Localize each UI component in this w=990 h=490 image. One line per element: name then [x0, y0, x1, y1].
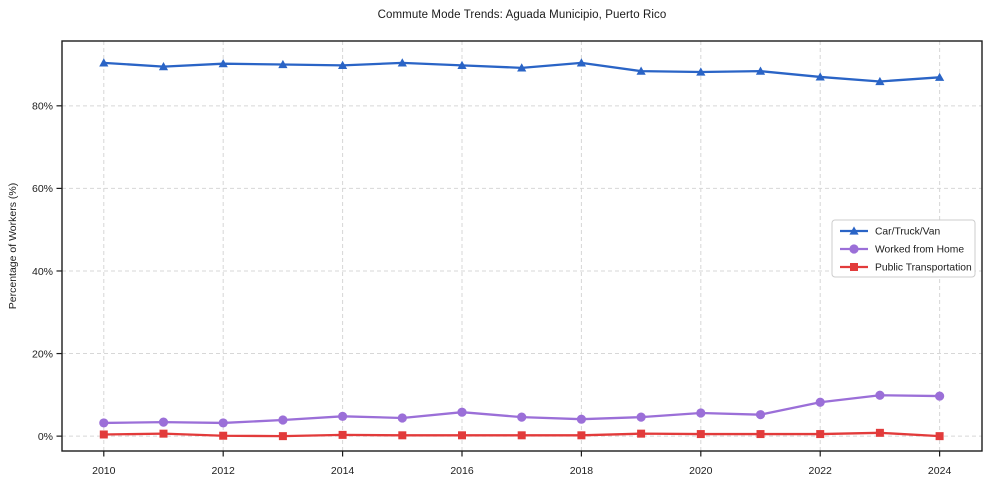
- data-point-marker: [218, 418, 228, 428]
- data-point-marker: [457, 60, 467, 69]
- data-point-marker: [278, 415, 288, 425]
- legend-marker: [849, 244, 859, 254]
- data-point-marker: [755, 66, 766, 75]
- data-point-marker: [337, 411, 348, 421]
- legend-label: Car/Truck/Van: [875, 227, 941, 238]
- data-point-marker: [398, 431, 407, 440]
- data-point-marker: [636, 66, 646, 75]
- data-point-marker: [278, 432, 287, 441]
- series-worked-from-home: [99, 390, 945, 428]
- data-point-marker: [696, 430, 705, 439]
- legend-marker: [849, 226, 859, 235]
- y-tick-label: 60%: [32, 183, 53, 195]
- data-point-marker: [875, 428, 884, 437]
- legend-entry-public-transportation: Public Transportation: [840, 263, 972, 274]
- data-point-marker: [219, 431, 228, 440]
- legend: Car/Truck/Van Worked from Home Public Tran…: [831, 219, 976, 278]
- data-point-marker: [935, 391, 945, 401]
- data-point-marker: [935, 72, 945, 81]
- data-point-marker: [458, 431, 466, 440]
- data-point-marker: [457, 407, 467, 417]
- x-tick-label: 2010: [92, 465, 116, 477]
- data-point-marker: [696, 67, 706, 76]
- x-axis: 2010 2012 2014 2016 2018 2020 2022 2024: [92, 451, 951, 477]
- y-tick-label: 0%: [38, 431, 53, 443]
- data-point-marker: [696, 408, 706, 418]
- x-tick-label: 2020: [689, 465, 713, 477]
- x-tick-label: 2014: [331, 465, 355, 477]
- x-tick-label: 2016: [450, 465, 474, 477]
- x-tick-label: 2024: [928, 465, 952, 477]
- data-point-marker: [755, 410, 766, 420]
- data-point-marker: [576, 58, 587, 67]
- legend-marker: [850, 263, 858, 271]
- x-tick-label: 2018: [570, 465, 594, 477]
- data-point-marker: [218, 59, 228, 68]
- data-point-marker: [338, 430, 347, 439]
- y-tick-label: 40%: [32, 266, 53, 278]
- legend-entry-worked-from-home: Worked from Home: [840, 244, 964, 256]
- data-point-marker: [158, 61, 169, 71]
- data-point-marker: [337, 60, 348, 69]
- data-point-marker: [637, 429, 646, 438]
- y-axis: 0% 20% 40% 60% 80%: [32, 101, 62, 443]
- data-point-marker: [875, 76, 885, 86]
- data-point-marker: [397, 413, 407, 423]
- legend-label: Public Transportation: [875, 263, 972, 274]
- data-point-marker: [159, 429, 168, 438]
- data-point-marker: [576, 414, 587, 424]
- data-point-marker: [99, 58, 109, 67]
- legend-label: Worked from Home: [875, 245, 964, 256]
- data-point-marker: [99, 418, 109, 428]
- plot-border: [61, 40, 983, 452]
- chart-title: Commute Mode Trends: Aguada Municipio, P…: [377, 9, 667, 21]
- x-tick-label: 2012: [212, 465, 236, 477]
- data-point-marker: [815, 72, 825, 81]
- data-point-marker: [99, 430, 108, 439]
- legend-box: [831, 219, 976, 278]
- data-point-marker: [517, 412, 527, 422]
- y-tick-label: 80%: [32, 101, 53, 113]
- data-point-marker: [816, 430, 825, 439]
- x-tick-label: 2022: [809, 465, 833, 477]
- data-point-marker: [517, 63, 527, 72]
- series-public-transportation: [99, 428, 944, 441]
- legend-entry-car-truck-van: Car/Truck/Van: [840, 226, 941, 238]
- data-point-marker: [636, 412, 646, 422]
- data-point-marker: [875, 390, 885, 400]
- data-point-marker: [397, 58, 407, 67]
- data-point-marker: [517, 431, 526, 440]
- data-point-marker: [158, 417, 169, 427]
- data-point-marker: [278, 59, 288, 69]
- y-axis-label: Percentage of Workers (%): [7, 182, 19, 310]
- series-car-truck-van: [99, 58, 945, 86]
- y-tick-label: 20%: [32, 348, 53, 360]
- data-point-marker: [935, 432, 944, 441]
- data-point-marker: [815, 397, 825, 407]
- data-point-marker: [756, 430, 765, 439]
- data-point-marker: [577, 431, 586, 440]
